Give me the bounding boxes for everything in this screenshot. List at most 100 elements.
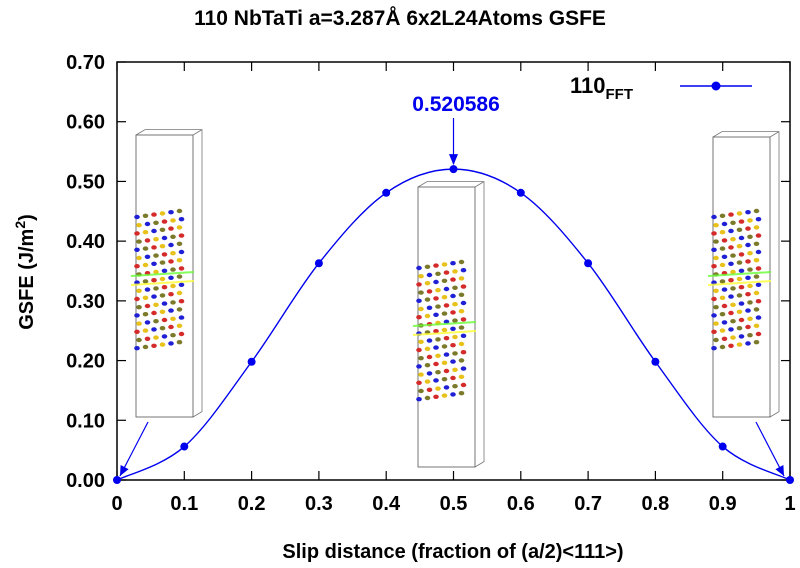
atom <box>176 340 183 345</box>
y-tick-label: 0.40 <box>66 231 105 253</box>
atom <box>460 300 467 306</box>
atom <box>711 329 717 334</box>
x-tick-label: 0.4 <box>372 493 401 515</box>
x-tick-label: 0.3 <box>305 493 333 515</box>
atom <box>134 264 140 269</box>
atom <box>161 317 168 323</box>
atom <box>730 269 736 275</box>
atom <box>458 341 465 347</box>
atom <box>433 312 439 317</box>
atom <box>450 261 456 266</box>
atom <box>441 377 448 382</box>
atom <box>452 285 458 290</box>
atom <box>170 267 176 272</box>
atom <box>441 344 448 349</box>
atom <box>736 260 743 265</box>
y-axis-label-main: GSFE (J/m <box>16 229 38 330</box>
atom <box>755 315 762 320</box>
atom <box>168 226 174 231</box>
atom <box>755 331 762 337</box>
atom <box>161 252 168 257</box>
atom <box>416 265 422 271</box>
data-point <box>786 476 794 484</box>
atom <box>435 304 441 309</box>
atom <box>176 258 183 263</box>
atom <box>418 388 424 394</box>
atom <box>753 340 760 345</box>
atom <box>418 306 424 312</box>
atom <box>745 308 751 313</box>
atom <box>142 262 149 268</box>
atom <box>747 333 753 338</box>
atom <box>151 245 157 250</box>
atom <box>134 214 140 220</box>
atom <box>755 299 762 304</box>
atom <box>178 315 185 320</box>
atom <box>153 237 159 242</box>
atom <box>176 208 183 214</box>
atom <box>441 262 448 267</box>
atom <box>151 327 157 332</box>
atom <box>142 230 149 235</box>
atom <box>736 227 743 232</box>
atom <box>168 324 174 330</box>
crystal-structure-images <box>119 129 785 477</box>
atom <box>755 217 762 222</box>
atom <box>151 228 157 234</box>
atom <box>738 334 745 339</box>
legend-marker <box>711 81 721 91</box>
atom <box>416 397 422 402</box>
atom <box>153 253 159 258</box>
atom <box>424 281 431 286</box>
arrow-shaft <box>755 421 785 477</box>
atom <box>159 211 166 216</box>
atom <box>753 307 760 312</box>
crystal-illustration <box>130 129 203 418</box>
atom <box>435 337 441 342</box>
atom <box>711 296 717 302</box>
atom <box>755 249 762 255</box>
atom <box>747 283 753 289</box>
atom <box>168 259 174 264</box>
arrow-shaft <box>119 421 149 477</box>
atom <box>416 380 422 385</box>
atom <box>159 326 166 331</box>
atom <box>753 208 760 214</box>
atom <box>745 324 751 330</box>
atom <box>159 260 166 265</box>
atom <box>450 375 456 381</box>
atom <box>418 339 424 344</box>
atom <box>441 311 448 316</box>
arrow-head <box>775 465 784 476</box>
atom <box>151 294 157 299</box>
atom <box>136 288 142 293</box>
atom <box>730 286 736 291</box>
atom <box>144 254 151 259</box>
atom <box>721 287 728 292</box>
atom <box>168 308 174 313</box>
atom <box>458 391 465 396</box>
atom <box>441 360 448 365</box>
atom <box>736 276 743 282</box>
atom <box>418 274 424 279</box>
atom <box>745 226 751 231</box>
atom <box>176 290 183 296</box>
atom <box>443 368 450 374</box>
atom <box>452 334 458 340</box>
atom <box>443 286 450 292</box>
atom <box>721 336 728 341</box>
atom <box>458 325 465 330</box>
crystal-illustration <box>412 181 485 468</box>
atom <box>730 319 736 324</box>
atom <box>738 301 745 306</box>
atom <box>452 384 458 389</box>
atom <box>161 235 168 241</box>
atom <box>736 293 743 298</box>
atom <box>460 284 467 289</box>
atom <box>159 293 166 298</box>
atom <box>450 359 456 364</box>
atom <box>711 231 717 236</box>
atom <box>713 239 719 244</box>
y-tick-label: 0.00 <box>66 470 105 492</box>
crystal-arrow-left <box>119 421 149 477</box>
